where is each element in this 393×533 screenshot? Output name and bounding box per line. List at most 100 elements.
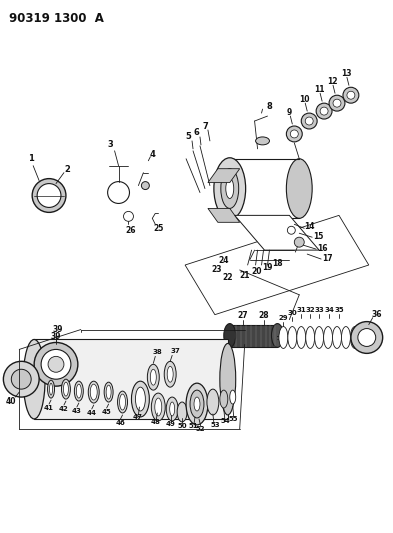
Text: 29: 29 xyxy=(279,314,288,321)
Text: 90319 1300  A: 90319 1300 A xyxy=(9,12,104,25)
Text: 32: 32 xyxy=(305,306,315,313)
Text: 27: 27 xyxy=(237,311,248,320)
Text: 51: 51 xyxy=(188,423,198,429)
Text: 14: 14 xyxy=(304,222,314,231)
Ellipse shape xyxy=(186,383,208,425)
Circle shape xyxy=(41,350,71,379)
Text: 25: 25 xyxy=(153,224,163,233)
Text: 8: 8 xyxy=(266,102,272,111)
Ellipse shape xyxy=(119,394,125,410)
Ellipse shape xyxy=(226,179,234,198)
Circle shape xyxy=(37,183,61,207)
Text: 17: 17 xyxy=(322,254,332,263)
Text: 2: 2 xyxy=(64,165,70,174)
Ellipse shape xyxy=(306,327,315,349)
Text: 19: 19 xyxy=(262,263,273,272)
Ellipse shape xyxy=(207,389,219,415)
Ellipse shape xyxy=(164,361,176,387)
Polygon shape xyxy=(208,208,240,222)
Ellipse shape xyxy=(230,390,236,404)
Ellipse shape xyxy=(288,327,297,349)
Circle shape xyxy=(141,182,149,190)
Circle shape xyxy=(286,126,302,142)
Polygon shape xyxy=(34,340,228,419)
Text: 18: 18 xyxy=(272,259,283,268)
Text: 4: 4 xyxy=(149,150,155,159)
Ellipse shape xyxy=(194,397,200,411)
Circle shape xyxy=(123,212,134,221)
Circle shape xyxy=(48,357,64,372)
Ellipse shape xyxy=(23,340,45,419)
Ellipse shape xyxy=(323,327,332,349)
Text: 22: 22 xyxy=(222,273,233,282)
Text: 35: 35 xyxy=(334,306,344,313)
Ellipse shape xyxy=(221,169,239,208)
Circle shape xyxy=(34,343,78,386)
Polygon shape xyxy=(230,325,277,348)
Ellipse shape xyxy=(104,382,113,402)
Ellipse shape xyxy=(214,158,246,220)
Ellipse shape xyxy=(351,327,359,349)
Circle shape xyxy=(11,369,31,389)
Text: 34: 34 xyxy=(324,306,334,313)
Ellipse shape xyxy=(255,137,270,145)
Ellipse shape xyxy=(155,398,162,416)
Ellipse shape xyxy=(76,384,81,398)
Text: 16: 16 xyxy=(317,244,327,253)
Text: 48: 48 xyxy=(151,419,160,425)
Text: 39: 39 xyxy=(53,325,63,334)
Polygon shape xyxy=(208,169,240,183)
Circle shape xyxy=(301,113,317,129)
Text: 20: 20 xyxy=(251,268,262,277)
Ellipse shape xyxy=(151,393,165,421)
Circle shape xyxy=(329,95,345,111)
Text: 15: 15 xyxy=(313,232,323,241)
Ellipse shape xyxy=(332,327,342,349)
Ellipse shape xyxy=(315,327,323,349)
Text: 36: 36 xyxy=(371,310,382,319)
Ellipse shape xyxy=(286,159,312,219)
Circle shape xyxy=(316,103,332,119)
Circle shape xyxy=(290,130,298,138)
Ellipse shape xyxy=(106,385,111,399)
Ellipse shape xyxy=(190,390,204,418)
Text: 10: 10 xyxy=(299,95,309,104)
Text: 5: 5 xyxy=(185,132,191,141)
Text: 52: 52 xyxy=(195,426,205,432)
Ellipse shape xyxy=(220,390,228,408)
Text: 47: 47 xyxy=(132,414,142,420)
Ellipse shape xyxy=(50,383,53,395)
Text: 11: 11 xyxy=(314,85,324,94)
Ellipse shape xyxy=(63,382,68,396)
Circle shape xyxy=(347,91,355,99)
Text: 38: 38 xyxy=(152,350,162,356)
Text: 53: 53 xyxy=(210,422,220,428)
Circle shape xyxy=(343,87,359,103)
Circle shape xyxy=(32,179,66,212)
Circle shape xyxy=(108,182,129,204)
Text: 9: 9 xyxy=(287,108,292,117)
Ellipse shape xyxy=(132,381,149,417)
Polygon shape xyxy=(185,215,369,314)
Circle shape xyxy=(294,237,304,247)
Text: 28: 28 xyxy=(258,311,269,320)
Text: 49: 49 xyxy=(165,421,175,427)
Ellipse shape xyxy=(48,380,55,398)
Text: 44: 44 xyxy=(87,410,97,416)
Ellipse shape xyxy=(88,381,99,403)
Ellipse shape xyxy=(151,369,156,385)
Text: 7: 7 xyxy=(202,123,208,132)
Text: 39: 39 xyxy=(51,332,61,341)
Ellipse shape xyxy=(272,324,283,348)
Text: 33: 33 xyxy=(314,306,324,313)
Circle shape xyxy=(4,361,39,397)
Text: 46: 46 xyxy=(116,420,125,426)
Ellipse shape xyxy=(177,402,187,422)
Text: 50: 50 xyxy=(177,423,187,429)
Ellipse shape xyxy=(61,379,70,399)
Text: 13: 13 xyxy=(341,69,351,78)
Ellipse shape xyxy=(297,327,306,349)
Polygon shape xyxy=(235,215,319,250)
Text: 45: 45 xyxy=(102,409,112,415)
Text: 6: 6 xyxy=(193,128,199,138)
